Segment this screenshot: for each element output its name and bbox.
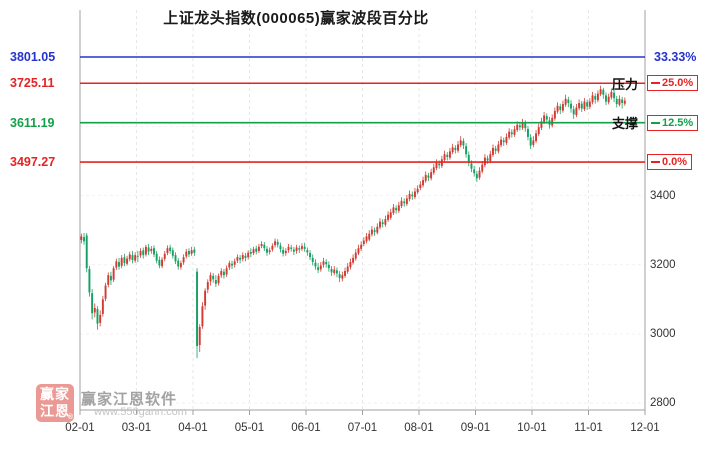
registered-mark: ® <box>67 414 73 421</box>
y-axis-label: 3000 <box>650 327 676 340</box>
band-price-label-0: 3497.27 <box>10 155 56 170</box>
y-axis-label: 2800 <box>650 397 676 410</box>
x-axis-label: 08-01 <box>404 422 434 434</box>
support-label: 支撑 <box>611 116 638 132</box>
pct-line-dash-icon <box>651 161 660 164</box>
y-axis-label: 3200 <box>650 258 676 271</box>
x-axis-label: 07-01 <box>347 422 378 434</box>
chart-title: 上证龙头指数(000065)赢家波段百分比 <box>163 10 429 27</box>
band-price-label-3333: 3801.05 <box>10 50 56 64</box>
x-axis-label: 03-01 <box>121 422 152 434</box>
zero-pct-box: 0.0% <box>647 154 693 171</box>
x-axis-label: 02-01 <box>65 422 95 434</box>
x-axis-label: 05-01 <box>234 422 265 434</box>
band-pct-label-3333: 33.33% <box>654 50 697 64</box>
x-axis-label: 09-01 <box>460 422 491 434</box>
x-axis-label: 10-01 <box>517 422 547 434</box>
pressure-label: 压力 <box>611 76 638 92</box>
support-pct-box: 12.5% <box>647 114 699 131</box>
x-axis-label: 06-01 <box>291 422 321 434</box>
pct-line-dash-icon <box>651 121 660 124</box>
x-axis-label: 11-01 <box>574 422 603 434</box>
band-price-label-25: 3725.11 <box>10 76 55 91</box>
watermark-software-name: 赢家江恩软件 <box>81 391 178 408</box>
pressure-pct-box: 25.0% <box>647 75 699 92</box>
pct-line-dash-icon <box>651 82 660 85</box>
winner-gann-logo-icon: 赢家江恩 ® <box>36 384 74 422</box>
y-axis-label: 3400 <box>650 189 676 202</box>
x-axis-label: 04-01 <box>178 422 208 434</box>
band-price-label-125: 3611.19 <box>10 115 55 130</box>
watermark-url: www.550gann.com <box>94 406 187 418</box>
x-axis-label: 12-01 <box>630 422 660 434</box>
